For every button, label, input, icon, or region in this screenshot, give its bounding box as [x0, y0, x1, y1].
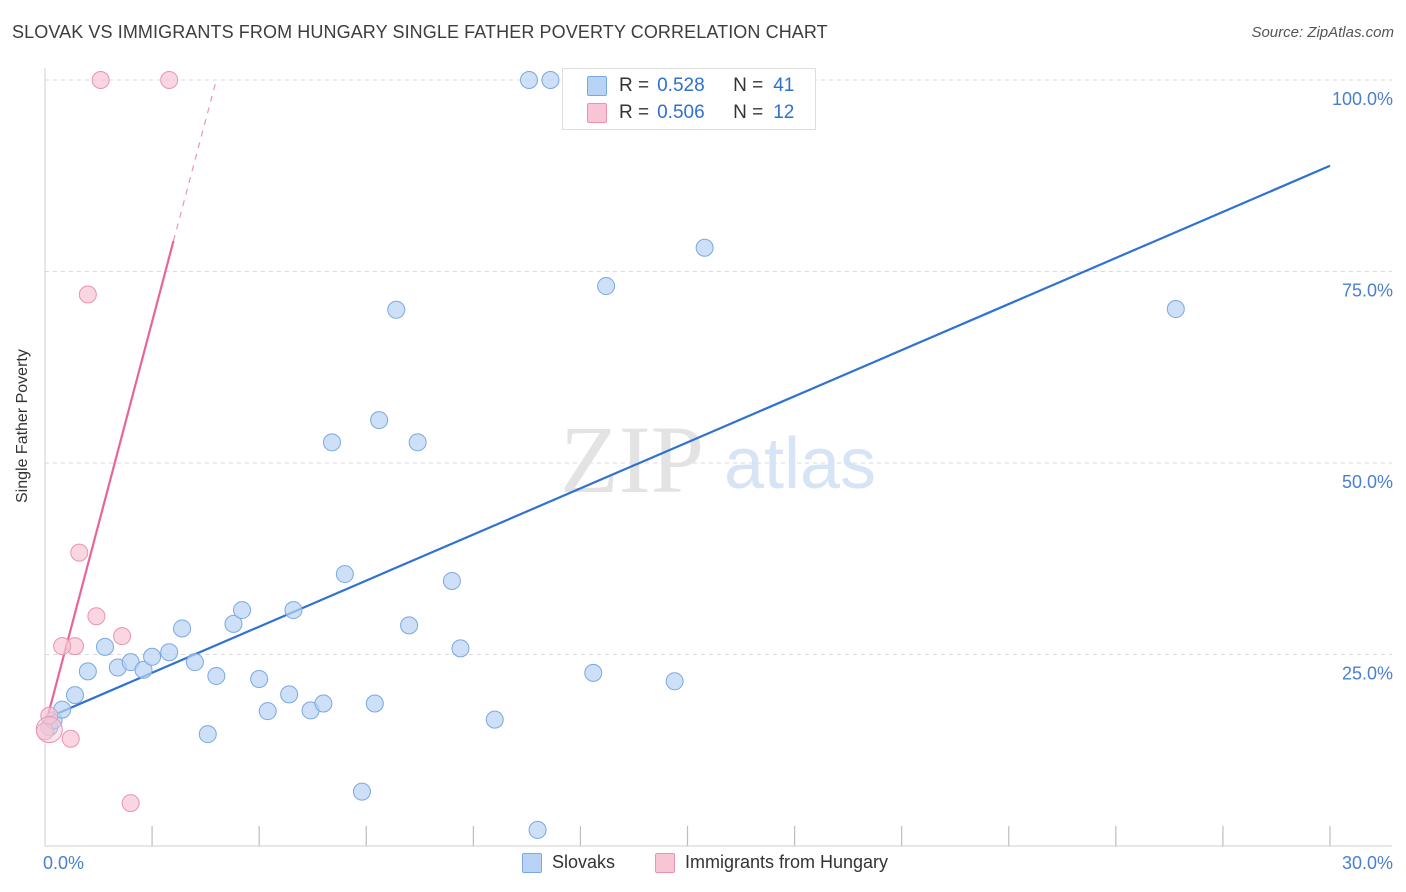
slovak-point — [224, 614, 243, 633]
slovak-point — [78, 662, 97, 681]
slovak-point — [173, 619, 192, 638]
n-value: 12 — [773, 102, 795, 123]
watermark-zip: ZIP — [560, 406, 704, 513]
slovaks-legend-swatch — [522, 852, 542, 873]
hungary-point — [113, 627, 132, 646]
slovak-trend-line — [44, 164, 1331, 720]
slovak-point — [408, 433, 427, 452]
hungary-point — [87, 607, 106, 626]
slovak-point — [1166, 300, 1185, 319]
n-value: 41 — [773, 75, 795, 96]
hungary-point — [61, 729, 80, 748]
n-label: N = — [733, 75, 764, 96]
legend-row-hungary: R = 0.506 N = 12 — [587, 100, 794, 126]
y-axis-label: Single Father Poverty — [14, 349, 31, 503]
slovak-point — [134, 660, 153, 679]
hungary-point — [70, 543, 89, 562]
slovak-point — [314, 694, 333, 713]
legend-label-hungary: Immigrants from Hungary — [685, 852, 889, 872]
legend-label-slovaks: Slovaks — [552, 852, 616, 872]
y-tick-label: 25.0% — [1342, 664, 1393, 684]
hungary-point — [160, 71, 179, 89]
slovak-point — [597, 277, 616, 296]
y-tick-label: 75.0% — [1342, 281, 1393, 301]
slovak-point — [160, 643, 179, 662]
slovak-point — [541, 71, 560, 89]
slovak-point — [451, 639, 470, 658]
cluster-point — [35, 716, 63, 744]
r-value: 0.506 — [657, 102, 705, 123]
watermark: ZIP atlas — [560, 406, 876, 513]
source-label: Source: ZipAtlas.com — [1251, 24, 1394, 41]
slovak-point — [207, 666, 226, 685]
slovak-point — [387, 300, 406, 319]
slovaks-swatch — [587, 76, 607, 96]
slovak-point — [520, 71, 539, 89]
hungary-swatch — [587, 103, 607, 123]
hungary-point — [91, 71, 110, 89]
chart-title: SLOVAK VS IMMIGRANTS FROM HUNGARY SINGLE… — [12, 22, 828, 42]
hungary-point — [121, 794, 140, 813]
slovak-point — [365, 694, 384, 713]
watermark-atlas: atlas — [724, 424, 876, 504]
hungary-point — [40, 706, 59, 725]
slovak-point — [143, 647, 162, 666]
hungary-legend-swatch — [655, 852, 675, 873]
slovak-point — [665, 672, 684, 691]
r-label: R = — [619, 75, 650, 96]
legend-row-slovaks: R = 0.528 N = 41 — [587, 73, 794, 99]
slovak-point — [185, 653, 204, 672]
axis-layer — [44, 68, 1392, 847]
slovak-point — [370, 411, 389, 430]
slovak-point — [400, 616, 419, 635]
legend-item-slovaks: Slovaks — [522, 852, 615, 873]
tick-label-layer: 100.0% 75.0% 50.0% 25.0% 0.0% 30.0% — [43, 89, 1393, 873]
x-tick-label: 0.0% — [43, 853, 84, 873]
hungary-point — [78, 285, 97, 304]
legend-item-hungary: Immigrants from Hungary — [655, 852, 888, 873]
slovak-point — [335, 565, 354, 584]
slovak-point — [280, 685, 299, 704]
slovak-point — [95, 637, 114, 656]
slovak-point — [284, 601, 303, 620]
slovak-point — [442, 571, 461, 590]
point-layer — [35, 71, 1185, 839]
y-tick-label: 50.0% — [1342, 472, 1393, 492]
correlation-legend: R = 0.528 N = 41 R = 0.506 N = 12 — [562, 68, 816, 130]
slovak-point — [322, 433, 341, 452]
hungary-trend-extension — [172, 79, 217, 242]
x-tick-label: 30.0% — [1342, 853, 1393, 873]
slovak-point — [352, 782, 371, 801]
y-tick-label: 100.0% — [1332, 89, 1393, 109]
slovak-point — [233, 601, 252, 620]
slovak-point — [584, 663, 603, 682]
r-value: 0.528 — [657, 75, 705, 96]
n-label: N = — [733, 102, 764, 123]
r-label: R = — [619, 102, 650, 123]
series-legend: Slovaks Immigrants from Hungary — [0, 852, 1406, 876]
slovak-point — [528, 820, 547, 839]
slovak-point — [258, 702, 277, 721]
hungary-point — [53, 637, 72, 656]
slovak-point — [65, 686, 84, 705]
slovak-point — [485, 710, 504, 729]
slovak-point — [250, 670, 269, 689]
slovak-point — [198, 725, 217, 744]
grid-layer — [45, 79, 1392, 655]
slovak-point — [695, 238, 714, 257]
